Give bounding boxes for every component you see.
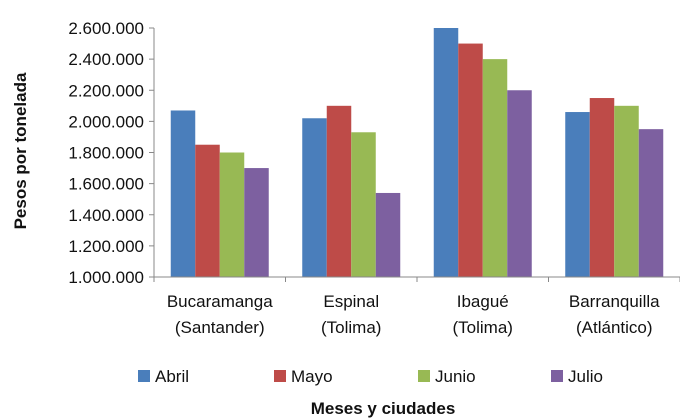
category-label: Barranquilla [569,292,660,311]
y-tick-label: 2.400.000 [68,50,144,69]
y-tick-label: 1.000.000 [68,268,144,287]
legend-label-abril: Abril [155,367,189,386]
category-label: (Tolima) [453,318,513,337]
bar-junio-3 [482,59,508,277]
bar-junio-1 [219,152,245,277]
category-label: Espinal [323,292,379,311]
category-labels: Bucaramanga (Santander) Espinal (Tolima) Iba… [167,292,660,337]
y-tick-label: 1.400.000 [68,206,144,225]
category-label: (Santander) [175,318,265,337]
bar-abril-4 [565,112,590,277]
bar-julio-2 [375,192,401,277]
bar-mayo-1 [195,144,220,277]
bar-junio-4 [614,105,639,277]
legend-swatch-julio [551,370,563,382]
bar-abril-3 [433,28,459,277]
y-tick-label: 1.600.000 [68,175,144,194]
legend-swatch-abril [138,370,150,382]
bar-julio-3 [507,90,532,277]
category-label: (Atlántico) [576,318,653,337]
bars [153,28,680,282]
bar-abril-2 [302,118,327,277]
y-tick-label: 2.200.000 [68,81,144,100]
bar-mayo-4 [589,98,615,277]
category-label: Ibagué [457,292,509,311]
bar-mayo-2 [326,105,352,277]
bar-julio-4 [638,129,664,277]
legend-label-julio: Julio [568,367,603,386]
legend-swatch-junio [418,370,430,382]
y-tick-label: 1.200.000 [68,237,144,256]
legend-swatch-mayo [274,370,286,382]
x-axis-title: Meses y ciudades [311,399,456,418]
bar-abril-1 [170,110,196,277]
bar-junio-2 [351,132,376,277]
y-axis-ticks: 1.000.000 1.200.000 1.400.000 1.600.000 1.80… [68,19,154,287]
bar-julio-1 [244,168,269,277]
y-tick-label: 2.000.000 [68,112,144,131]
legend-label-junio: Junio [435,367,476,386]
category-label: (Tolima) [321,318,381,337]
category-label: Bucaramanga [167,292,273,311]
y-axis-title: Pesos por tonelada [11,72,30,229]
legend-label-mayo: Mayo [291,367,333,386]
bar-mayo-3 [458,43,483,277]
legend: Abril Mayo Junio Julio [138,367,603,386]
y-tick-label: 1.800.000 [68,144,144,163]
y-tick-label: 2.600.000 [68,19,144,38]
